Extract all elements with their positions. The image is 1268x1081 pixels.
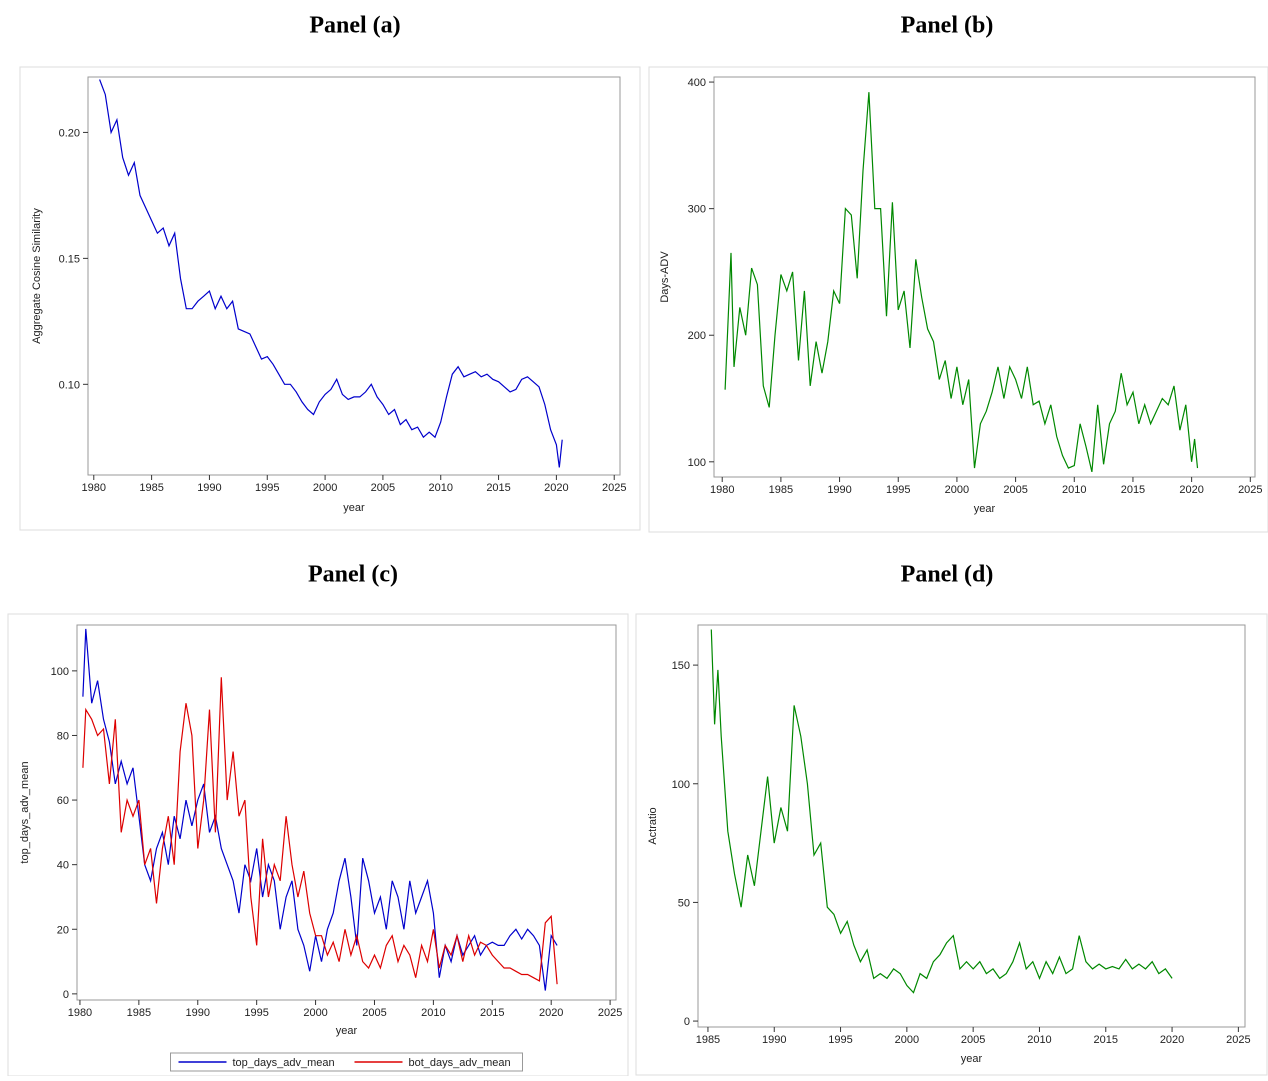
x-tick-label: 2020 bbox=[1160, 1034, 1184, 1046]
x-tick-label: 2025 bbox=[598, 1007, 622, 1019]
y-axis-label: top_days_adv_mean bbox=[19, 761, 31, 863]
x-tick-label: 1990 bbox=[762, 1034, 786, 1046]
y-tick-label: 100 bbox=[672, 779, 690, 791]
x-axis-label: year bbox=[336, 1025, 358, 1037]
x-tick-label: 2010 bbox=[421, 1007, 445, 1019]
plot-area bbox=[87, 76, 621, 476]
x-tick-label: 2005 bbox=[362, 1007, 386, 1019]
x-tick-label: 1985 bbox=[769, 484, 793, 496]
x-tick-label: 1995 bbox=[828, 1034, 852, 1046]
panel-title: Panel (c) bbox=[308, 562, 398, 588]
x-tick-label: 2025 bbox=[1226, 1034, 1250, 1046]
x-tick-label: 2010 bbox=[1027, 1034, 1051, 1046]
x-tick-label: 1985 bbox=[139, 482, 163, 494]
x-tick-label: 2005 bbox=[961, 1034, 985, 1046]
x-tick-label: 2020 bbox=[539, 1007, 563, 1019]
x-tick-label: 1995 bbox=[244, 1007, 268, 1019]
data-line bbox=[99, 79, 563, 468]
panel-frame bbox=[635, 613, 1268, 1076]
x-tick-label: 1995 bbox=[255, 482, 279, 494]
y-tick-label: 20 bbox=[57, 924, 69, 936]
x-tick-label: 1980 bbox=[68, 1007, 92, 1019]
y-tick-label: 100 bbox=[688, 457, 706, 469]
y-axis-label: Aggregate Cosine Similarity bbox=[31, 208, 43, 344]
y-tick-label: 0.15 bbox=[59, 253, 80, 265]
x-tick-label: 1990 bbox=[186, 1007, 210, 1019]
x-tick-label: 1980 bbox=[710, 484, 734, 496]
y-tick-label: 80 bbox=[57, 730, 69, 742]
plot-area bbox=[76, 624, 617, 1001]
x-tick-label: 2020 bbox=[544, 482, 568, 494]
legend-box bbox=[170, 1052, 523, 1072]
x-tick-label: 2000 bbox=[895, 1034, 919, 1046]
panel-title: Panel (b) bbox=[901, 13, 994, 39]
y-tick-label: 200 bbox=[688, 330, 706, 342]
x-tick-label: 2025 bbox=[1238, 484, 1262, 496]
x-tick-label: 2020 bbox=[1179, 484, 1203, 496]
x-tick-label: 2010 bbox=[428, 482, 452, 494]
panel-frame bbox=[648, 66, 1268, 533]
x-tick-label: 2005 bbox=[371, 482, 395, 494]
x-tick-label: 1995 bbox=[886, 484, 910, 496]
x-tick-label: 1980 bbox=[82, 482, 106, 494]
y-tick-label: 150 bbox=[672, 660, 690, 672]
data-line bbox=[724, 92, 1199, 473]
x-tick-label: 2005 bbox=[1003, 484, 1027, 496]
x-axis-label: year bbox=[961, 1053, 983, 1065]
plot-area bbox=[713, 76, 1256, 478]
legend-label: top_days_adv_mean bbox=[233, 1057, 335, 1069]
x-axis-label: year bbox=[974, 503, 996, 515]
y-tick-label: 50 bbox=[678, 897, 690, 909]
x-tick-label: 2015 bbox=[1121, 484, 1145, 496]
x-tick-label: 2015 bbox=[1094, 1034, 1118, 1046]
y-tick-label: 0 bbox=[63, 989, 69, 1001]
data-line bbox=[82, 677, 558, 985]
panel-title: Panel (d) bbox=[901, 562, 994, 588]
y-tick-label: 300 bbox=[688, 204, 706, 216]
x-tick-label: 1985 bbox=[696, 1034, 720, 1046]
legend-label: bot_days_adv_mean bbox=[409, 1057, 511, 1069]
x-tick-label: 2000 bbox=[303, 1007, 327, 1019]
x-tick-label: 2000 bbox=[313, 482, 337, 494]
x-tick-label: 1985 bbox=[127, 1007, 151, 1019]
y-tick-label: 40 bbox=[57, 860, 69, 872]
y-tick-label: 0.20 bbox=[59, 127, 80, 139]
y-axis-label: Days-ADV bbox=[659, 251, 671, 303]
x-tick-label: 1990 bbox=[827, 484, 851, 496]
x-tick-label: 2015 bbox=[480, 1007, 504, 1019]
data-line bbox=[710, 629, 1173, 994]
y-axis-label: Actratio bbox=[647, 807, 659, 844]
data-line bbox=[82, 628, 558, 991]
panel-title: Panel (a) bbox=[309, 13, 400, 39]
panel-frame bbox=[19, 66, 641, 531]
plot-area bbox=[697, 624, 1246, 1028]
y-tick-label: 60 bbox=[57, 795, 69, 807]
x-tick-label: 2025 bbox=[602, 482, 626, 494]
x-tick-label: 2000 bbox=[945, 484, 969, 496]
y-tick-label: 400 bbox=[688, 77, 706, 89]
y-tick-label: 100 bbox=[51, 666, 69, 678]
x-axis-label: year bbox=[343, 502, 365, 514]
y-tick-label: 0 bbox=[684, 1016, 690, 1028]
x-tick-label: 2010 bbox=[1062, 484, 1086, 496]
y-tick-label: 0.10 bbox=[59, 379, 80, 391]
x-tick-label: 1990 bbox=[197, 482, 221, 494]
x-tick-label: 2015 bbox=[486, 482, 510, 494]
